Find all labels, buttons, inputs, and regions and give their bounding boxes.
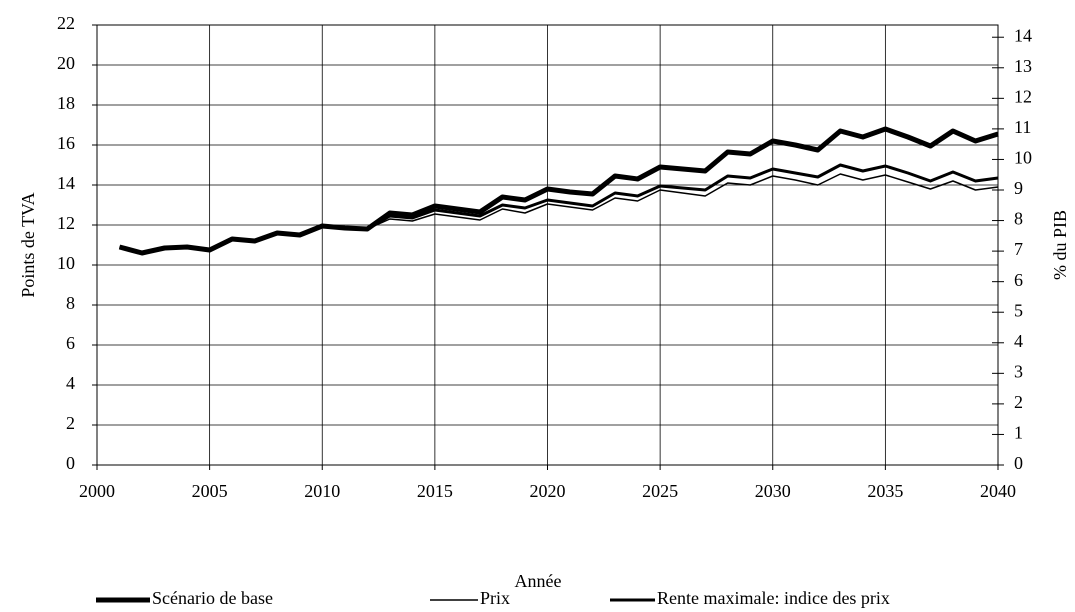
y2-tick-label: 0 xyxy=(1014,453,1023,473)
x-tick-label: 2000 xyxy=(79,481,115,501)
y2-axis-label: % du PIB xyxy=(1050,210,1070,280)
y-tick-label: 4 xyxy=(66,373,75,393)
x-tick-label: 2025 xyxy=(642,481,678,501)
y2-tick-label: 9 xyxy=(1014,178,1023,198)
series-line xyxy=(119,163,999,255)
x-tick-label: 2030 xyxy=(755,481,791,501)
y2-tick-label: 14 xyxy=(1014,25,1032,45)
legend-label: Prix xyxy=(480,588,510,608)
legend-label: Rente maximale: indice des prix xyxy=(657,588,890,608)
x-tick-label: 2035 xyxy=(867,481,903,501)
y2-tick-label: 12 xyxy=(1014,86,1032,106)
y2-tick-label: 13 xyxy=(1014,56,1032,76)
y2-tick-label: 10 xyxy=(1014,148,1032,168)
y-tick-label: 14 xyxy=(57,173,75,193)
y2-tick-label: 11 xyxy=(1014,117,1031,137)
y2-tick-label: 5 xyxy=(1014,300,1023,320)
y2-tick-label: 1 xyxy=(1014,423,1023,443)
series-line xyxy=(118,126,999,256)
y-tick-label: 10 xyxy=(57,253,75,273)
y2-tick-label: 6 xyxy=(1014,270,1023,290)
y2-tick-label: 4 xyxy=(1014,331,1023,351)
y-tick-label: 20 xyxy=(57,53,75,73)
y-tick-label: 12 xyxy=(57,213,75,233)
x-tick-label: 2005 xyxy=(192,481,228,501)
y-tick-label: 2 xyxy=(66,413,75,433)
x-axis-label: Année xyxy=(515,571,562,591)
y2-tick-label: 7 xyxy=(1014,239,1023,259)
legend-label: Scénario de base xyxy=(152,588,273,608)
y-tick-label: 8 xyxy=(66,293,75,313)
y2-tick-label: 3 xyxy=(1014,361,1023,381)
x-tick-label: 2020 xyxy=(530,481,566,501)
y-tick-label: 16 xyxy=(57,133,75,153)
x-tick-label: 2010 xyxy=(304,481,340,501)
y-tick-label: 22 xyxy=(57,13,75,33)
y2-tick-label: 2 xyxy=(1014,392,1023,412)
y-tick-label: 6 xyxy=(66,333,75,353)
y-tick-label: 18 xyxy=(57,93,75,113)
y2-tick-label: 8 xyxy=(1014,209,1023,229)
x-tick-label: 2040 xyxy=(980,481,1016,501)
plot-frame xyxy=(96,24,999,466)
x-tick-label: 2015 xyxy=(417,481,453,501)
y-axis-label: Points de TVA xyxy=(18,192,38,297)
y-tick-label: 0 xyxy=(66,453,75,473)
